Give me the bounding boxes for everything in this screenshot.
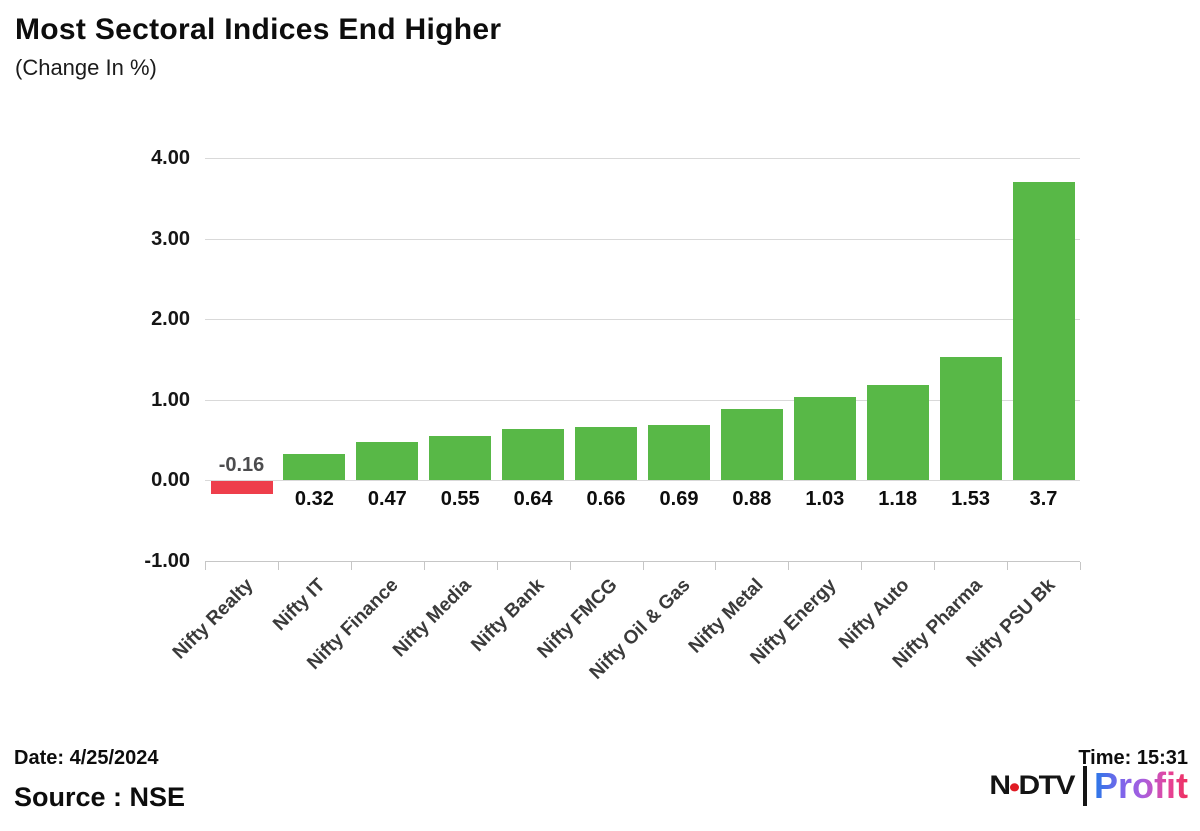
- bar-value-label: 0.64: [513, 488, 553, 510]
- bar-value-label: 3.7: [1029, 488, 1058, 510]
- x-axis-tick: [277, 562, 279, 570]
- ndtv-letter-n: N: [989, 770, 1011, 801]
- y-tick-label: 4.00: [151, 147, 190, 169]
- bar-nifty-pharma: [939, 356, 1002, 480]
- bar-nifty-finance: [356, 442, 419, 480]
- bar-nifty-energy: [793, 397, 856, 480]
- bar-value-label: 0.47: [367, 488, 407, 510]
- time-label: Time: 15:31: [1078, 747, 1188, 769]
- x-axis-tick: [350, 562, 352, 570]
- ndtv-red-dot-icon: [1009, 783, 1019, 792]
- ndtv-profit-logo: N DTV Profit: [989, 765, 1188, 807]
- bar-nifty-fmcg: [575, 426, 637, 480]
- bar-nifty-psu-bk: [1012, 182, 1075, 480]
- y-tick-label: 2.00: [151, 308, 190, 330]
- bar-value-label: 0.69: [659, 488, 699, 510]
- bar-value-label: 0.55: [440, 488, 480, 510]
- x-axis-tick: [642, 562, 644, 570]
- bar-value-label: -0.16: [218, 454, 265, 476]
- bar-nifty-media: [429, 435, 492, 480]
- bar-value-label: 1.18: [878, 488, 918, 510]
- page-title: Most Sectoral Indices End Higher: [15, 13, 502, 46]
- x-axis-tick: [715, 562, 717, 570]
- x-axis-tick: [423, 562, 425, 570]
- x-axis-tick: [569, 562, 571, 570]
- x-axis-tick: [1080, 562, 1081, 570]
- logo-divider: [1083, 766, 1087, 806]
- bar-value-label: 0.88: [732, 488, 772, 510]
- bar-nifty-oil-gas: [648, 424, 710, 480]
- x-axis-tick: [1007, 562, 1009, 570]
- bar-nifty-it: [283, 454, 346, 480]
- bar-nifty-auto: [866, 385, 929, 480]
- gridline-0.00: [205, 480, 1080, 481]
- source-label: Source : NSE: [14, 782, 186, 812]
- y-tick-label: -1.00: [144, 549, 190, 572]
- ndtv-brand-mark: N DTV: [989, 770, 1076, 802]
- bar-value-label: 1.53: [951, 488, 991, 510]
- date-label: Date: 4/25/2024: [14, 747, 159, 769]
- x-axis-tick: [788, 562, 790, 570]
- y-tick-label: 3.00: [151, 227, 190, 250]
- x-axis-line: [205, 561, 1080, 562]
- x-axis-tick: [205, 562, 206, 570]
- x-axis-tick: [496, 562, 498, 570]
- gridline-2.00: [205, 319, 1080, 320]
- bar-nifty-metal: [720, 409, 783, 480]
- bar-value-label: 0.66: [586, 488, 626, 510]
- bar-nifty-realty: [210, 481, 273, 494]
- bar-value-label: 1.03: [805, 488, 845, 510]
- y-tick-label: 1.00: [151, 388, 190, 411]
- page-subtitle: (Change In %): [15, 55, 157, 80]
- bar-value-label: 0.32: [294, 488, 334, 510]
- gridline-4.00: [205, 158, 1080, 159]
- gridline-3.00: [205, 238, 1080, 240]
- gridline-1.00: [205, 399, 1080, 401]
- profit-wordmark: Profit: [1094, 765, 1188, 806]
- x-axis-tick: [934, 562, 936, 570]
- x-axis-tick: [861, 562, 863, 570]
- ndtv-letters-dtv: DTV: [1018, 770, 1076, 801]
- y-tick-label: 0.00: [151, 469, 190, 491]
- bar-nifty-bank: [502, 428, 565, 480]
